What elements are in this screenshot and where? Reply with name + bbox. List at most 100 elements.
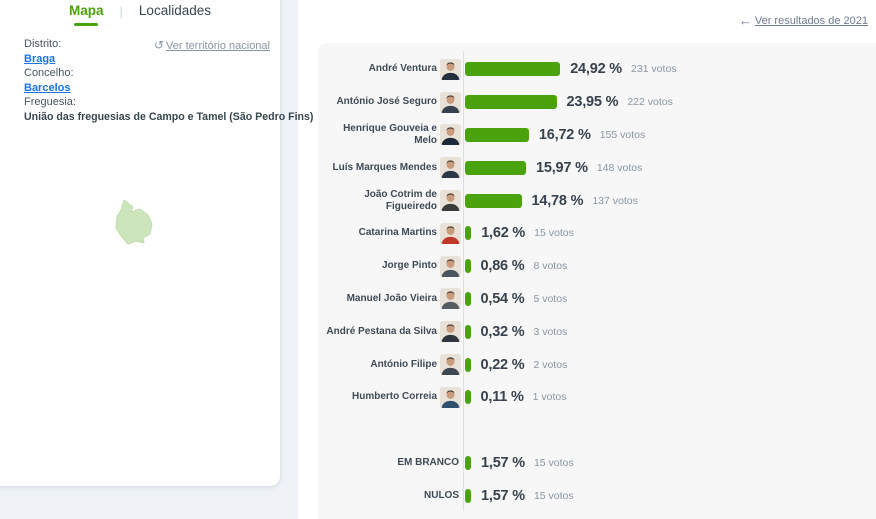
result-bar <box>465 324 471 339</box>
votes-count: 2 votos <box>533 358 568 371</box>
votes-count: 5 votos <box>533 292 568 305</box>
candidate-result-row: Jorge Pinto 0,86 % 8 votos <box>318 250 876 283</box>
freguesia-map <box>112 190 168 255</box>
ver-territorio-link[interactable]: ↺ Ver território nacional <box>154 38 270 52</box>
candidate-avatar <box>437 288 463 310</box>
result-bar <box>465 226 472 241</box>
votes-count: 155 votos <box>599 128 646 141</box>
result-bar-area: 23,95 % 222 votos <box>463 94 673 110</box>
result-bar <box>465 488 471 503</box>
candidate-result-row: Catarina Martins 1,62 % 15 votos <box>318 217 876 250</box>
candidate-photo <box>439 255 461 277</box>
result-bar-area: 0,22 % 2 votos <box>463 357 567 373</box>
map-tabs: Mapa | Localidades <box>0 3 280 26</box>
back-arrow-icon: ← <box>738 13 752 28</box>
concelho-label: Concelho: <box>24 67 74 79</box>
candidate-name: Jorge Pinto <box>381 260 437 272</box>
candidate-photo <box>439 157 461 179</box>
candidate-name: Catarina Martins <box>358 227 437 239</box>
tab-localidades-label: Localidades <box>138 3 211 18</box>
votes-count: 148 votos <box>596 161 643 174</box>
result-bar-area: 15,97 % 148 votos <box>463 160 642 176</box>
votes-count: 15 votos <box>533 489 574 502</box>
concelho-value-link[interactable]: Barcelos <box>24 81 71 94</box>
tab-mapa[interactable]: Mapa <box>69 3 104 26</box>
votes-count: 3 votos <box>533 325 568 338</box>
candidate-avatar <box>437 354 463 376</box>
special-row-label: NULOS <box>424 489 459 501</box>
percent-value: 0,54 % <box>480 290 525 307</box>
percent-value: 23,95 % <box>566 94 619 111</box>
candidate-photo <box>439 91 461 113</box>
district-value-link[interactable]: Braga <box>24 52 56 65</box>
percent-value: 24,92 % <box>570 61 622 78</box>
result-bar <box>465 95 557 110</box>
result-bar-area: 0,11 % 1 votos <box>463 389 567 405</box>
percent-value: 0,11 % <box>480 389 524 406</box>
ver-resultados-2021-label: Ver resultados de 2021 <box>754 15 868 27</box>
percent-value: 1,57 % <box>481 487 525 504</box>
district-label: Distrito: <box>24 37 62 50</box>
map-panel-background: Mapa | Localidades Distrito: ↺ Ver territ… <box>0 0 313 519</box>
candidate-name: Luís Marques Mendes <box>332 161 437 173</box>
percent-value: 0,86 % <box>480 258 525 275</box>
candidate-name: Manuel João Vieira <box>346 292 437 304</box>
candidate-name: João Cotrim de Figueiredo <box>364 188 437 212</box>
ver-territorio-label: Ver território nacional <box>166 39 270 52</box>
votes-count: 1 votos <box>532 391 567 404</box>
votes-count: 8 votos <box>533 260 568 273</box>
active-tab-underline <box>74 23 99 26</box>
tab-mapa-label: Mapa <box>69 3 104 18</box>
candidate-avatar <box>437 255 463 277</box>
results-chart-panel: André Ventura 24,92 % 231 votos António Jos… <box>318 43 876 519</box>
result-bar-area: 24,92 % 231 votos <box>463 61 677 77</box>
freguesia-map-shape[interactable] <box>112 190 168 250</box>
percent-value: 16,72 % <box>538 126 591 143</box>
candidate-result-row: António Filipe 0,22 % 2 votos <box>318 348 876 381</box>
candidate-photo <box>439 222 461 244</box>
result-bar <box>465 390 471 405</box>
result-bar-area: 0,32 % 3 votos <box>463 324 567 340</box>
candidate-avatar <box>437 91 463 113</box>
candidate-name: Henrique Gouveia e Melo <box>343 122 437 146</box>
result-bar-area: 1,62 % 15 votos <box>463 225 574 241</box>
undo-icon: ↺ <box>153 37 165 52</box>
candidate-avatar <box>437 222 463 244</box>
tab-localidades[interactable]: Localidades <box>139 3 211 18</box>
special-result-row: NULOS 1,57 % 15 votos <box>318 479 876 512</box>
special-result-row: EM BRANCO 1,57 % 15 votos <box>318 447 876 480</box>
candidate-result-row: Henrique Gouveia e Melo 16,72 % 155 votos <box>318 119 876 152</box>
candidate-result-row: André Pestana da Silva 0,32 % 3 votos <box>318 315 876 348</box>
votes-count: 15 votos <box>533 456 574 469</box>
result-bar-area: 0,54 % 5 votos <box>463 291 567 307</box>
candidate-name: André Ventura <box>368 63 437 75</box>
percent-value: 15,97 % <box>536 159 588 176</box>
candidate-avatar <box>437 58 463 80</box>
ver-resultados-2021-link[interactable]: ← Ver resultados de 2021 <box>739 13 868 28</box>
candidate-avatar <box>437 124 463 146</box>
candidate-name: André Pestana da Silva <box>326 325 437 337</box>
result-bar <box>465 160 526 175</box>
result-bar <box>465 127 529 142</box>
candidate-avatar <box>437 386 463 408</box>
candidate-photo <box>439 124 461 146</box>
candidate-result-row: Luís Marques Mendes 15,97 % 148 votos <box>318 151 876 184</box>
candidate-photo <box>439 288 461 310</box>
votes-count: 137 votos <box>592 194 638 207</box>
chart-rows: André Ventura 24,92 % 231 votos António Jos… <box>318 53 876 512</box>
result-bar-area: 1,57 % 15 votos <box>463 488 574 504</box>
percent-value: 1,57 % <box>481 454 525 471</box>
special-row-label: EM BRANCO <box>397 456 459 468</box>
candidate-avatar <box>437 321 463 343</box>
result-bar <box>465 259 471 274</box>
votes-count: 231 votos <box>631 63 677 76</box>
result-bar <box>465 291 471 306</box>
candidate-name: António Filipe <box>370 358 437 370</box>
candidate-name: António José Seguro <box>336 96 437 108</box>
chart-gap <box>318 414 876 447</box>
candidate-result-row: André Ventura 24,92 % 231 votos <box>318 53 876 86</box>
result-bar-area: 0,86 % 8 votos <box>463 258 567 274</box>
candidate-photo <box>439 190 461 212</box>
candidate-avatar <box>437 157 463 179</box>
percent-value: 0,22 % <box>480 356 525 373</box>
